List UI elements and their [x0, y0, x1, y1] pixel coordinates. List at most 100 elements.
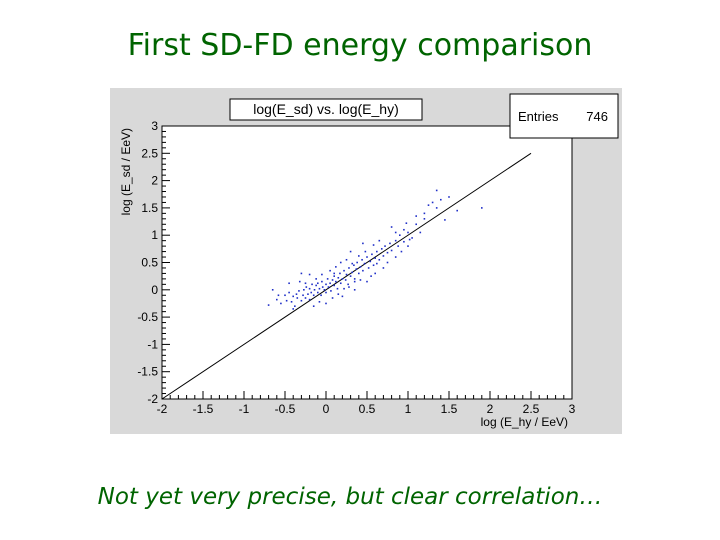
data-point: [292, 295, 294, 298]
data-point: [321, 286, 324, 288]
reference-line-layer: [161, 152, 532, 400]
points-layer: [267, 189, 483, 310]
x-tick-label: -0.5: [275, 402, 296, 416]
data-point: [351, 262, 354, 265]
data-point: [318, 287, 321, 290]
x-tick-label: 3: [569, 402, 576, 416]
data-point: [343, 287, 345, 290]
data-point: [415, 223, 417, 226]
data-point: [378, 258, 381, 261]
data-point: [330, 290, 332, 292]
data-point: [294, 305, 296, 307]
data-point: [378, 239, 381, 242]
y-tick-label: -0.5: [137, 310, 158, 324]
data-point: [318, 301, 321, 303]
data-point: [313, 289, 316, 291]
data-point: [435, 189, 438, 192]
x-tick-label: -1: [239, 402, 250, 416]
slide-title: First SD-FD energy comparison: [127, 28, 593, 63]
data-point: [397, 245, 399, 247]
data-point: [400, 250, 403, 253]
data-point: [362, 269, 364, 272]
data-point: [288, 282, 290, 285]
data-point: [366, 280, 368, 283]
data-point: [390, 226, 393, 228]
data-point: [271, 289, 274, 291]
data-point: [311, 283, 313, 286]
y-tick-label: 0: [151, 283, 158, 297]
data-point: [298, 290, 300, 292]
x-tick-label: 0.5: [359, 402, 376, 416]
y-tick-label: -1: [147, 337, 158, 351]
data-point: [329, 282, 331, 285]
data-point: [300, 299, 303, 302]
data-point: [312, 294, 315, 297]
data-point: [419, 231, 422, 234]
scatter-chart: log(E_sd) vs. log(E_hy) Entries 746 log …: [110, 88, 622, 434]
data-point: [280, 302, 282, 305]
data-point: [335, 266, 337, 268]
data-point: [356, 261, 358, 264]
data-point: [431, 201, 434, 204]
data-point: [353, 278, 356, 280]
data-point: [341, 295, 344, 298]
data-point: [348, 286, 350, 288]
data-point: [403, 240, 405, 243]
data-point: [307, 293, 309, 295]
data-point: [284, 294, 286, 297]
data-point: [456, 209, 458, 212]
x-tick-label: 1.5: [441, 402, 458, 416]
data-point: [344, 279, 347, 281]
data-point: [296, 297, 299, 299]
data-point: [394, 231, 397, 234]
data-point: [394, 239, 397, 242]
data-point: [362, 242, 364, 245]
data-point: [440, 198, 442, 201]
data-point: [308, 298, 311, 301]
data-point: [353, 264, 355, 267]
data-point: [366, 256, 368, 258]
data-point: [331, 297, 334, 299]
data-point: [267, 304, 270, 306]
data-point: [411, 237, 413, 239]
x-tick-label: 1: [405, 402, 412, 416]
data-point: [303, 289, 305, 291]
data-point: [415, 215, 417, 217]
data-point: [369, 260, 372, 263]
data-point: [361, 258, 363, 261]
data-point: [348, 267, 350, 269]
data-point: [359, 266, 362, 268]
data-point: [353, 289, 356, 291]
data-point: [394, 256, 397, 258]
data-point: [315, 278, 317, 280]
chart-svg: log(E_sd) vs. log(E_hy) Entries 746 log …: [110, 88, 622, 434]
data-point: [300, 272, 303, 275]
data-point: [333, 284, 335, 287]
data-point: [351, 271, 354, 274]
reference-line: [161, 152, 532, 400]
data-point: [337, 276, 340, 279]
data-point: [331, 279, 334, 281]
stats-value: 746: [586, 109, 608, 124]
data-point: [444, 219, 446, 221]
x-tick-label: 2.5: [523, 402, 540, 416]
data-point: [329, 269, 331, 272]
data-point: [304, 297, 307, 299]
data-point: [399, 234, 401, 236]
chart-title: log(E_sd) vs. log(E_hy): [253, 101, 399, 117]
data-point: [308, 287, 311, 290]
data-point: [345, 258, 348, 261]
data-point: [310, 291, 313, 294]
data-point: [295, 293, 298, 295]
x-tick-label: 0: [323, 402, 330, 416]
data-point: [386, 251, 389, 254]
data-point: [345, 273, 348, 276]
data-point: [339, 282, 342, 285]
data-point: [371, 253, 373, 256]
data-point: [325, 283, 327, 286]
data-point: [408, 238, 411, 241]
data-point: [353, 280, 356, 283]
data-point: [389, 242, 391, 245]
data-point: [285, 299, 288, 302]
x-tick-label: -2: [157, 402, 168, 416]
